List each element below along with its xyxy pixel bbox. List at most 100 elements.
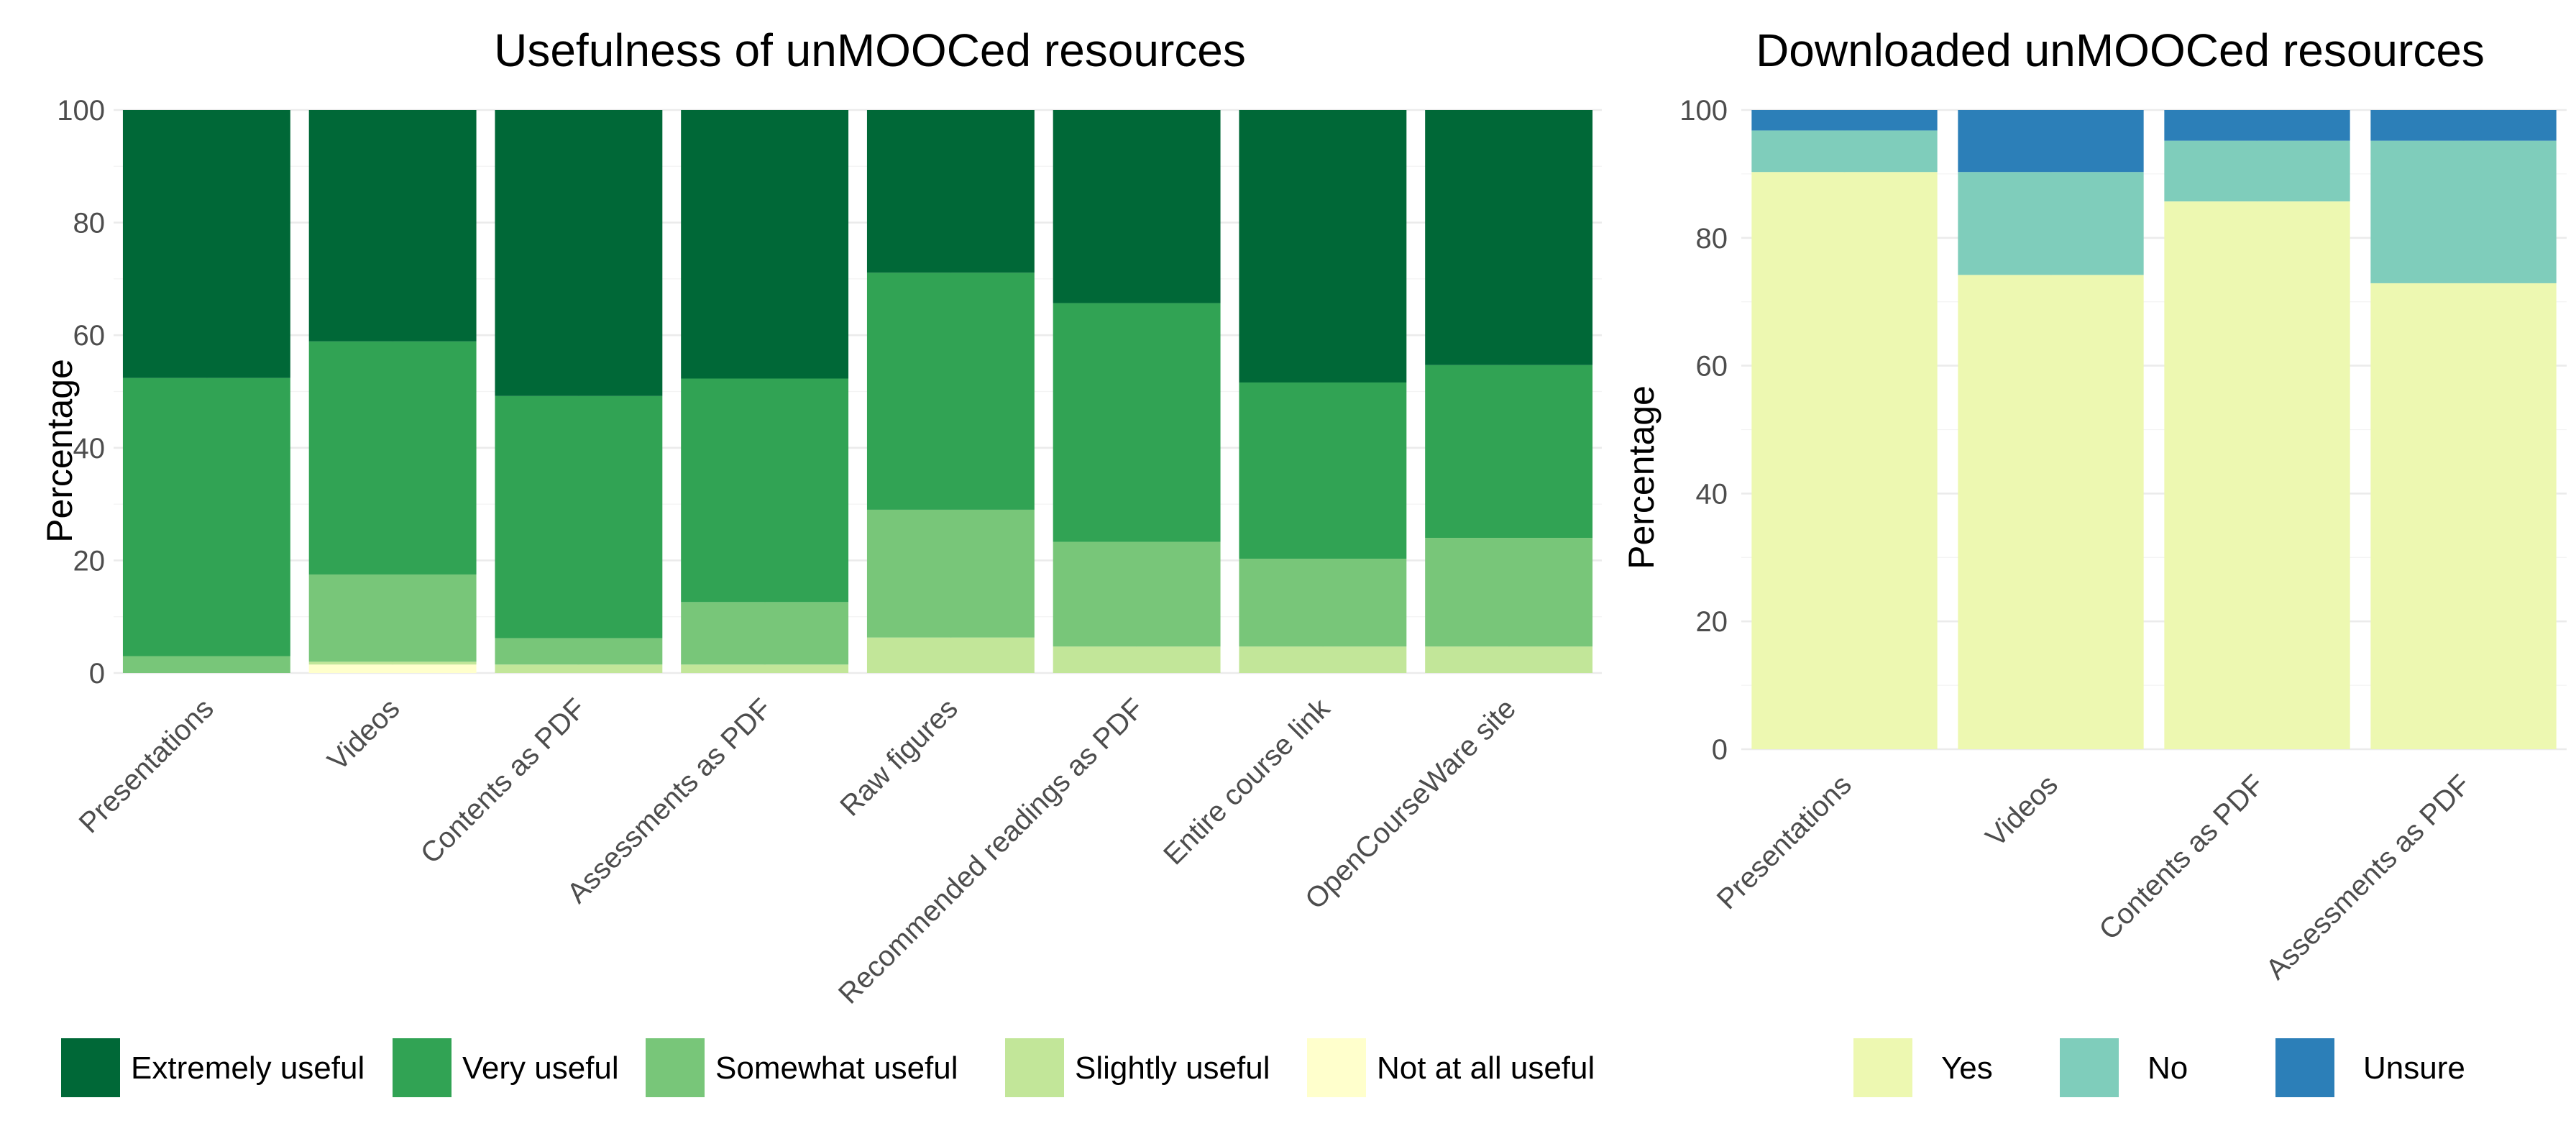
usefulness-chart: Usefulness of unMOOCed resources Percent… bbox=[40, 24, 1602, 1097]
bar-assessments-as-pdf-very-useful bbox=[681, 378, 849, 603]
bar-presentations-somewhat-useful bbox=[122, 656, 290, 673]
x-tick-label: Raw figures bbox=[834, 692, 963, 822]
x-tick-label: Recommended readings as PDF bbox=[833, 692, 1150, 1009]
y-tick-label: 80 bbox=[1696, 223, 1728, 255]
legend: Yes No Unsure bbox=[1853, 1038, 2465, 1097]
bar-contents-as-pdf-no bbox=[2164, 140, 2350, 202]
bars bbox=[122, 110, 1593, 673]
legend: Extremely useful Very useful Somewhat usef… bbox=[61, 1038, 1595, 1097]
legend-label: Extremely useful bbox=[131, 1050, 365, 1086]
bar-raw-figures-very-useful bbox=[866, 273, 1035, 510]
y-tick-label: 20 bbox=[1696, 606, 1728, 638]
legend-item-yes: Yes bbox=[1853, 1038, 1993, 1097]
bar-recommended-readings-as-pdf-extremely-useful bbox=[1053, 110, 1221, 303]
bar-videos-yes bbox=[1958, 275, 2144, 749]
bar-assessments-as-pdf-no bbox=[2370, 140, 2557, 283]
y-tick-label: 40 bbox=[1696, 478, 1728, 510]
legend-label: No bbox=[2148, 1050, 2188, 1086]
bar-presentations-very-useful bbox=[122, 377, 290, 656]
bar-raw-figures-slightly-useful bbox=[866, 637, 1035, 673]
bar-recommended-readings-as-pdf-very-useful bbox=[1053, 303, 1221, 542]
bar-presentations-extremely-useful bbox=[122, 110, 290, 378]
x-tick-label: Contents as PDF bbox=[415, 692, 592, 869]
bar-presentations-unsure bbox=[1751, 110, 1938, 131]
bar-entire-course-link-slightly-useful bbox=[1239, 646, 1407, 673]
bar-contents-as-pdf-extremely-useful bbox=[495, 110, 663, 396]
legend-swatch bbox=[2275, 1038, 2334, 1097]
y-axis-title: Percentage bbox=[1621, 385, 1661, 569]
legend-swatch bbox=[1005, 1038, 1064, 1097]
downloaded-chart: Downloaded unMOOCed resources Percentage… bbox=[1621, 24, 2567, 1097]
bar-recommended-readings-as-pdf-slightly-useful bbox=[1053, 646, 1221, 673]
bar-recommended-readings-as-pdf-somewhat-useful bbox=[1053, 541, 1221, 647]
y-tick-label: 100 bbox=[57, 95, 105, 127]
x-tick-label: Videos bbox=[321, 692, 405, 777]
bar-videos-slightly-useful bbox=[308, 661, 477, 665]
bar-opencourseware-site-slightly-useful bbox=[1425, 646, 1593, 673]
x-tick-label: Presentations bbox=[73, 692, 220, 839]
legend-item-slightly-useful: Slightly useful bbox=[1005, 1038, 1270, 1097]
bar-entire-course-link-very-useful bbox=[1239, 382, 1407, 559]
legend-swatch bbox=[1307, 1038, 1366, 1097]
legend-item-somewhat-useful: Somewhat useful bbox=[646, 1038, 958, 1097]
legend-item-unsure: Unsure bbox=[2275, 1038, 2465, 1097]
y-tick-label: 80 bbox=[73, 208, 106, 239]
bar-contents-as-pdf-unsure bbox=[2164, 110, 2350, 141]
x-tick-label: Contents as PDF bbox=[2093, 769, 2270, 945]
legend-item-no: No bbox=[2060, 1038, 2188, 1097]
bar-videos-no bbox=[1958, 172, 2144, 275]
x-tick-label: OpenCourseWare site bbox=[1299, 692, 1522, 915]
bar-presentations-no bbox=[1751, 130, 1938, 173]
bar-opencourseware-site-somewhat-useful bbox=[1425, 538, 1593, 647]
legend-swatch bbox=[646, 1038, 705, 1097]
legend-item-not-at-all-useful: Not at all useful bbox=[1307, 1038, 1595, 1097]
y-tick-label: 60 bbox=[1696, 351, 1728, 383]
x-tick-label: Presentations bbox=[1711, 769, 1858, 915]
legend-label: Somewhat useful bbox=[715, 1050, 958, 1086]
bar-raw-figures-somewhat-useful bbox=[866, 509, 1035, 638]
legend-label: Slightly useful bbox=[1075, 1050, 1270, 1086]
bar-assessments-as-pdf-somewhat-useful bbox=[681, 602, 849, 665]
y-tick-label: 60 bbox=[73, 320, 106, 352]
bar-contents-as-pdf-very-useful bbox=[495, 395, 663, 638]
legend-item-extremely-useful: Extremely useful bbox=[61, 1038, 365, 1097]
bar-contents-as-pdf-yes bbox=[2164, 201, 2350, 749]
legend-label: Very useful bbox=[462, 1050, 619, 1086]
bar-videos-very-useful bbox=[308, 341, 477, 574]
legend-swatch bbox=[2060, 1038, 2119, 1097]
bar-videos-somewhat-useful bbox=[308, 574, 477, 662]
legend-label: Yes bbox=[1941, 1050, 1993, 1086]
y-tick-label: 0 bbox=[89, 658, 105, 690]
x-tick-label: Videos bbox=[1980, 769, 2064, 853]
bar-opencourseware-site-extremely-useful bbox=[1425, 110, 1593, 365]
y-axis-title: Percentage bbox=[40, 359, 80, 543]
legend-label: Unsure bbox=[2363, 1050, 2465, 1086]
bar-assessments-as-pdf-yes bbox=[2370, 283, 2557, 749]
y-tick-label: 20 bbox=[73, 545, 106, 577]
bar-entire-course-link-somewhat-useful bbox=[1239, 559, 1407, 647]
bar-videos-extremely-useful bbox=[308, 110, 477, 342]
chart-title: Downloaded unMOOCed resources bbox=[1756, 24, 2485, 76]
bar-opencourseware-site-very-useful bbox=[1425, 365, 1593, 539]
bar-raw-figures-extremely-useful bbox=[866, 110, 1035, 273]
x-tick-label: Assessments as PDF bbox=[2260, 769, 2476, 985]
bar-assessments-as-pdf-slightly-useful bbox=[681, 664, 849, 673]
legend-swatch bbox=[393, 1038, 452, 1097]
bar-contents-as-pdf-slightly-useful bbox=[495, 664, 663, 673]
bar-assessments-as-pdf-extremely-useful bbox=[681, 110, 849, 379]
legend-swatch bbox=[61, 1038, 120, 1097]
y-tick-label: 40 bbox=[73, 433, 106, 464]
y-tick-label: 100 bbox=[1679, 95, 1728, 127]
bar-videos-unsure bbox=[1958, 110, 2144, 173]
bars bbox=[1751, 110, 2557, 749]
legend-label: Not at all useful bbox=[1377, 1050, 1595, 1086]
bar-assessments-as-pdf-unsure bbox=[2370, 110, 2557, 141]
bar-videos-not-at-all-useful bbox=[308, 664, 477, 673]
bar-entire-course-link-extremely-useful bbox=[1239, 110, 1407, 383]
legend-item-very-useful: Very useful bbox=[393, 1038, 619, 1097]
bar-presentations-yes bbox=[1751, 172, 1938, 749]
x-tick-label: Entire course link bbox=[1158, 692, 1337, 871]
bar-contents-as-pdf-somewhat-useful bbox=[495, 638, 663, 665]
legend-swatch bbox=[1853, 1038, 1912, 1097]
y-tick-label: 0 bbox=[1712, 734, 1728, 766]
